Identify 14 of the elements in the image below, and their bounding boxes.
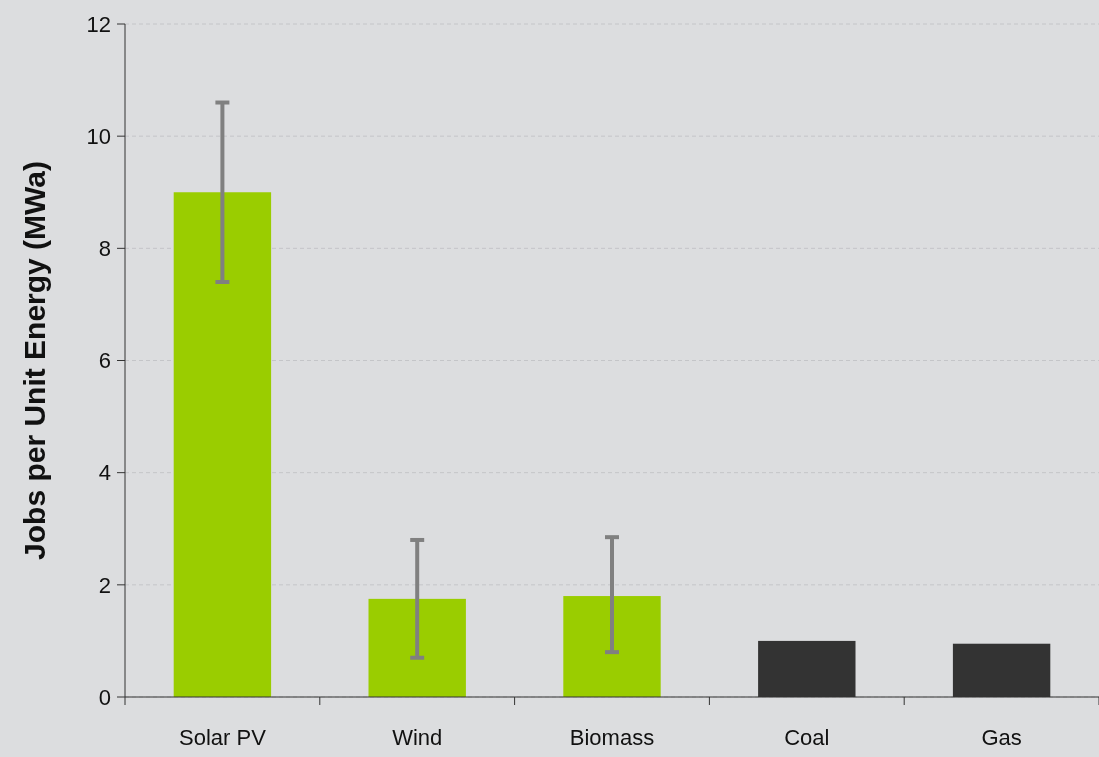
- y-tick-label: 12: [86, 11, 111, 37]
- y-tick-label: 10: [86, 123, 111, 149]
- x-tick-label: Biomass: [569, 725, 655, 750]
- y-axis-title: Jobs per Unit Energy (MWa): [18, 161, 51, 560]
- x-tick-label: Coal: [784, 725, 830, 750]
- x-tick-label: Gas: [981, 725, 1022, 750]
- y-tick-label: 6: [98, 348, 111, 374]
- bar: [173, 192, 272, 697]
- y-tick-label: 4: [98, 460, 111, 486]
- y-tick-label: 0: [98, 684, 111, 710]
- x-tick-label: Wind: [392, 725, 443, 750]
- y-tick-label: 8: [98, 236, 111, 262]
- x-tick-label: Solar PV: [178, 725, 267, 750]
- y-tick-label: 2: [98, 572, 111, 598]
